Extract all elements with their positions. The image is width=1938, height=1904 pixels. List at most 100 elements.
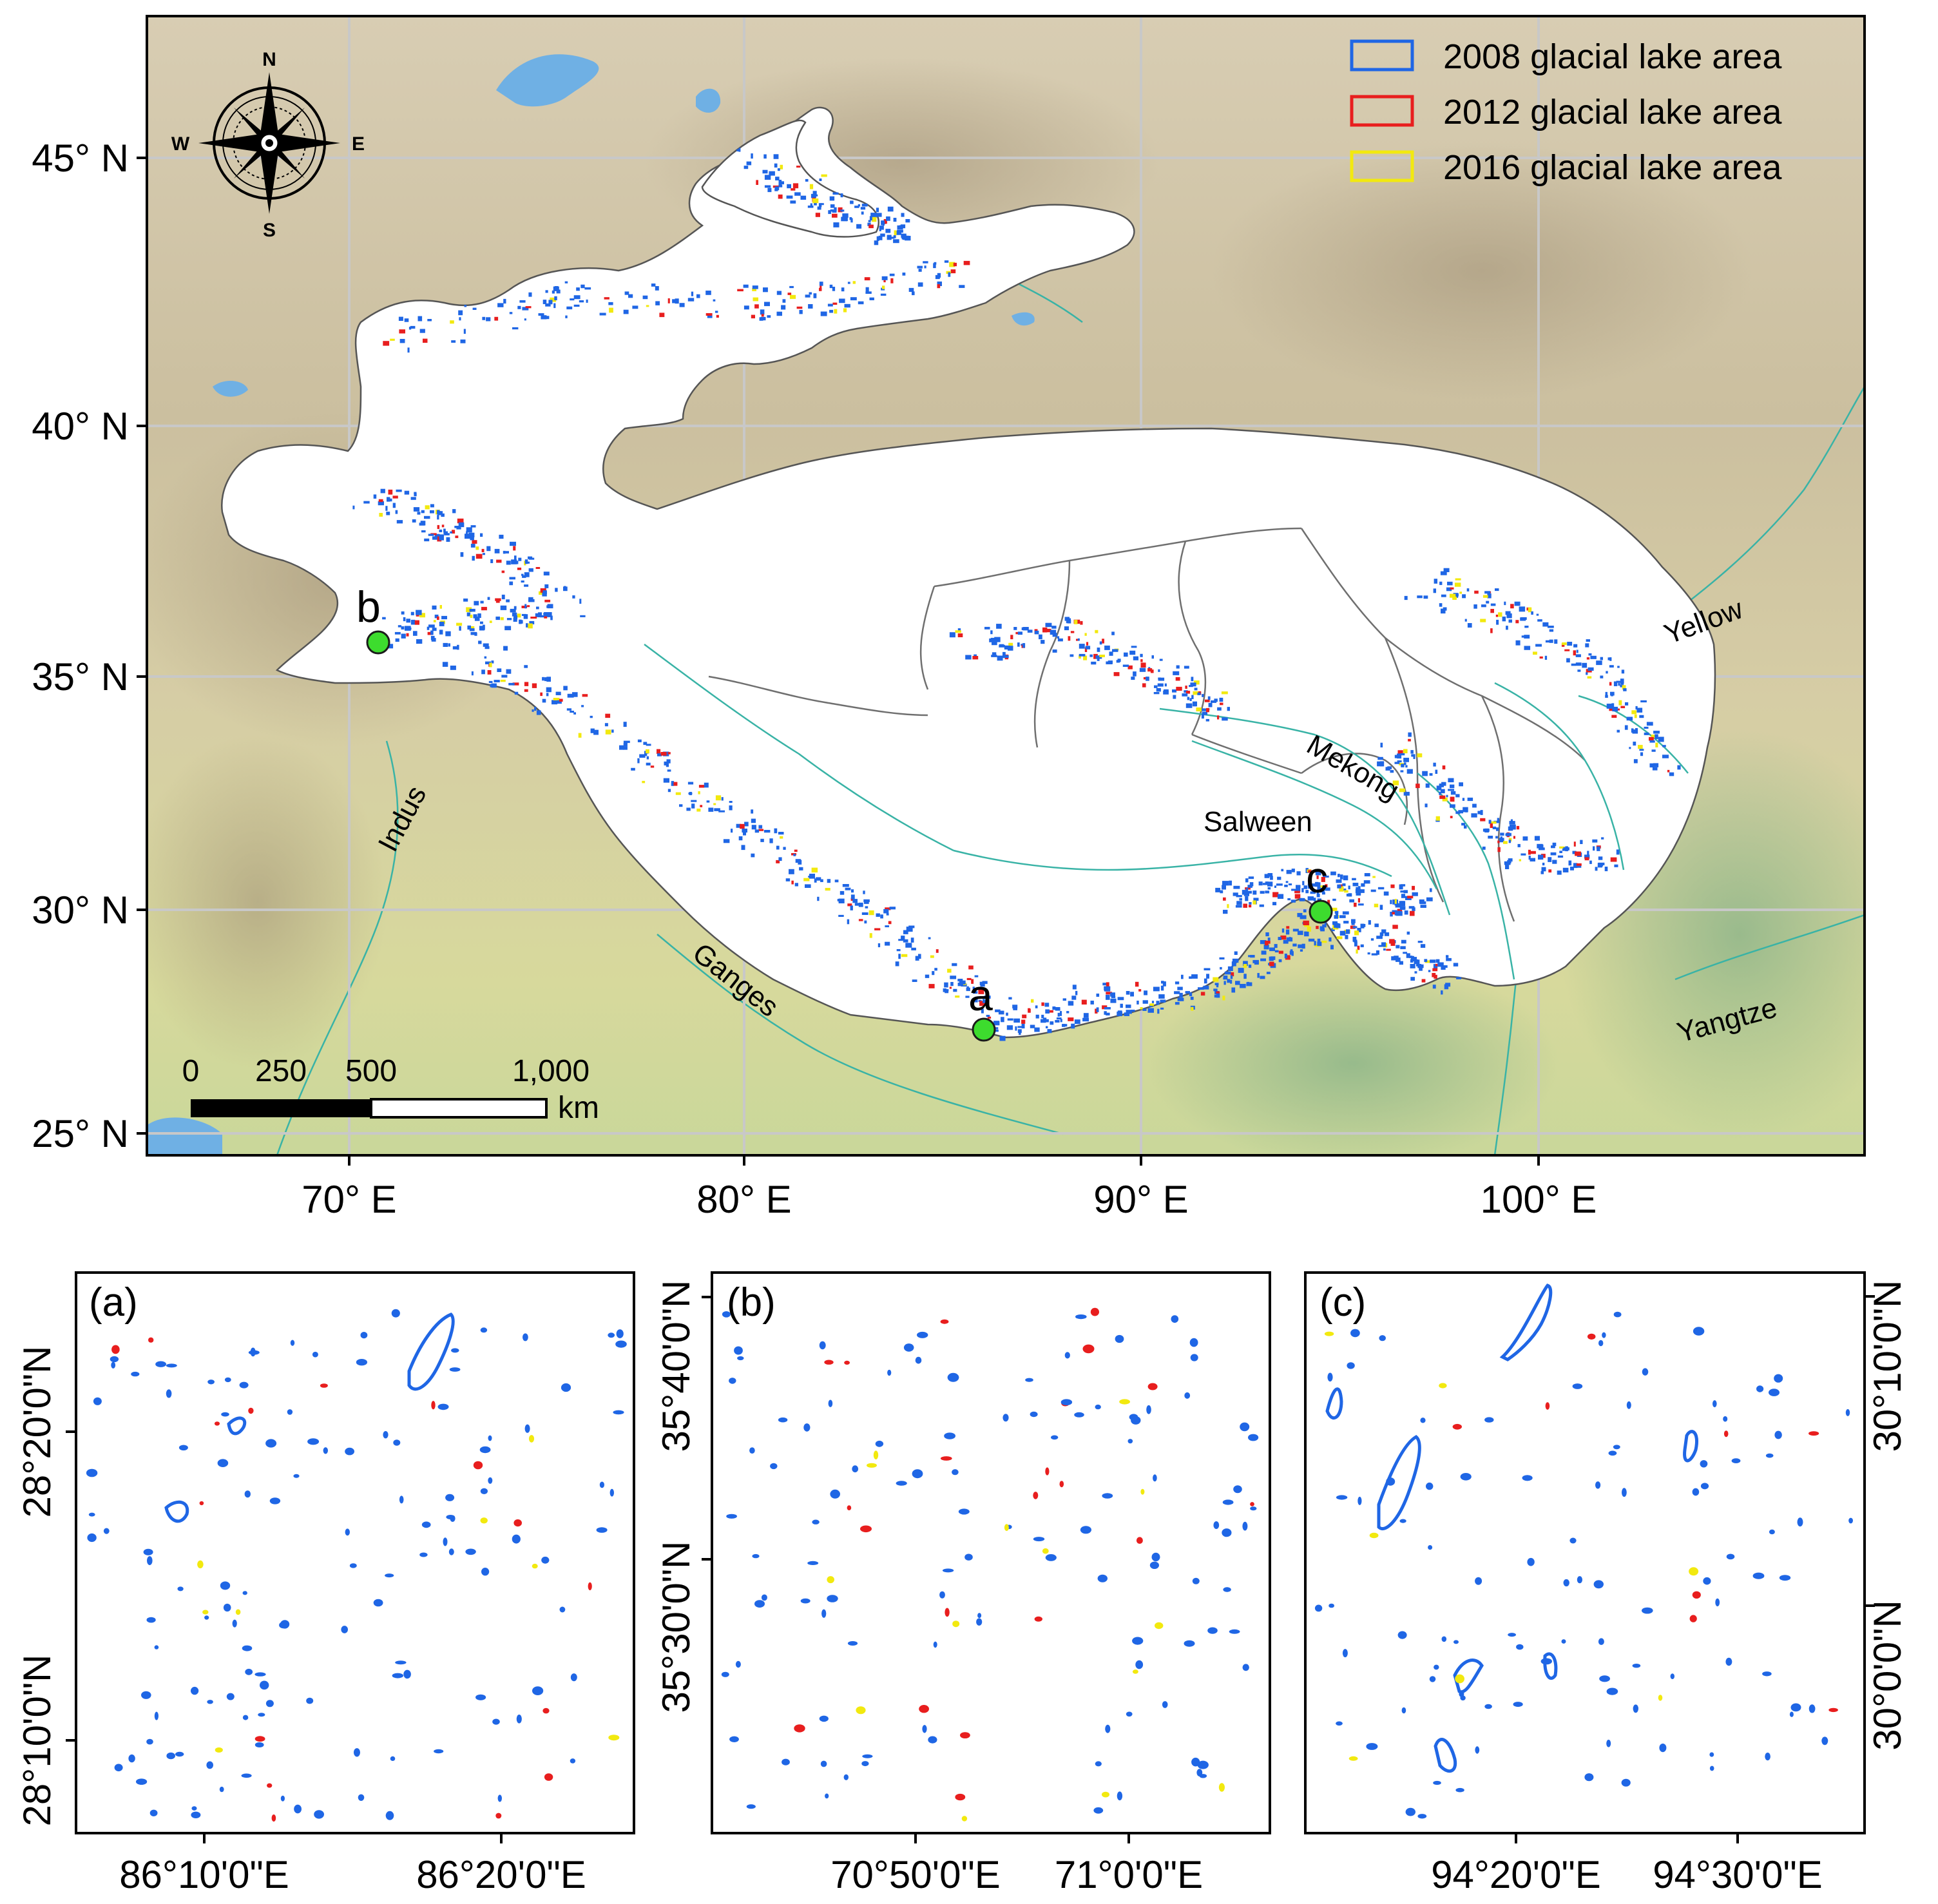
glacial-lake-dot: [530, 617, 537, 619]
glacial-lake-dot: [821, 174, 827, 177]
glacial-lake-dot: [1573, 863, 1578, 869]
inset-lake-dot: [358, 1794, 365, 1801]
glacial-lake-dot: [416, 639, 423, 644]
glacial-lake-dot: [1490, 609, 1494, 613]
glacial-lake-dot: [500, 605, 507, 610]
glacial-lake-dot: [1495, 614, 1498, 617]
glacial-lake-dot: [1662, 745, 1666, 747]
inset-lake-dot: [1626, 1401, 1631, 1409]
glacial-lake-dot: [1332, 921, 1338, 925]
glacial-lake-dot: [1013, 627, 1017, 630]
glacial-lake-dot: [1248, 965, 1252, 968]
glacial-lake-dot: [1473, 604, 1477, 609]
glacial-lake-dot: [910, 938, 914, 943]
glacial-lake-dot: [1508, 619, 1512, 623]
inset-lake-dot: [114, 1764, 123, 1772]
glacial-lake-dot: [882, 285, 885, 289]
glacial-lake-dot: [1505, 611, 1511, 615]
glacial-lake-dot: [881, 276, 888, 280]
glacial-lake-dot: [491, 683, 497, 688]
glacial-lake-dot: [1272, 892, 1279, 898]
compass-needle-s: [260, 143, 278, 214]
glacial-lake-dot: [780, 164, 783, 169]
glacial-lake-dot: [1509, 821, 1515, 825]
relief-patch: [1211, 142, 1752, 399]
glacial-lake-dot: [1554, 639, 1558, 644]
glacial-lake-dot: [1618, 682, 1620, 686]
glacial-lake-dot: [536, 606, 539, 610]
glacial-lake-dot: [1242, 890, 1249, 895]
glacial-lake-dot: [506, 599, 510, 602]
glacial-lake-dot: [1304, 931, 1309, 937]
glacial-lake-dot: [1376, 950, 1379, 955]
glacial-lake-dot: [663, 778, 669, 783]
glacial-lake-dot: [1406, 931, 1410, 935]
glacial-lake-dot: [517, 567, 522, 570]
glacial-lake-dot: [1412, 957, 1417, 962]
glacial-lake-dot: [1651, 749, 1656, 752]
inset-lake-dot: [1033, 1492, 1039, 1499]
glacial-lake-dot: [987, 1016, 992, 1019]
inset-lake-dot: [1060, 1399, 1073, 1405]
glacial-lake-dot: [1339, 915, 1346, 918]
glacial-lake-dot: [1349, 899, 1354, 903]
glacial-lake-dot: [1471, 813, 1477, 818]
glacial-lake-dot: [756, 180, 758, 185]
glacial-lake-dot: [542, 590, 547, 594]
glacial-lake-dot: [868, 224, 874, 229]
glacial-lake-dot: [852, 281, 856, 284]
glacial-lake-dot: [414, 620, 419, 625]
glacial-lake-dot: [1507, 860, 1511, 863]
glacial-lake-dot: [1506, 613, 1512, 619]
glacial-lake-dot: [1266, 972, 1271, 974]
inset-lake-dot: [254, 1672, 266, 1677]
glacial-lake-dot: [863, 899, 870, 903]
glacial-lake-dot: [1381, 942, 1386, 947]
glacial-lake-dot: [1143, 677, 1147, 680]
glacial-lake-dot: [417, 316, 423, 322]
inset-lake-dot: [403, 1669, 411, 1679]
glacial-lake-dot: [705, 291, 711, 295]
glacial-lake-dot: [1200, 992, 1205, 996]
glacial-lake-dot: [1316, 925, 1319, 929]
glacial-lake-dot: [1534, 836, 1540, 841]
glacial-lake-dot: [1649, 763, 1655, 768]
glacial-lake-dot: [858, 919, 863, 921]
glacial-lake-dot: [1180, 986, 1182, 990]
glacial-lake-dot: [1580, 840, 1583, 844]
glacial-lake-dot: [918, 269, 922, 272]
glacial-lake-dot: [713, 299, 716, 302]
glacial-lake-dot: [399, 339, 405, 343]
glacial-lake-dot: [1184, 690, 1188, 693]
glacial-lake-dot: [1292, 928, 1299, 932]
legend-swatch-2008: [1350, 39, 1414, 72]
glacial-lake-dot: [495, 616, 500, 620]
inset-lake-dot: [939, 1591, 945, 1599]
glacial-lake-dot: [1401, 764, 1405, 767]
inset-lake-dot: [480, 1517, 488, 1524]
glacial-lake-dot: [1192, 701, 1197, 707]
glacial-lake-dot: [950, 269, 956, 274]
inset-c-background: [1305, 1273, 1865, 1833]
glacial-lake-dot: [972, 986, 975, 990]
inset-lake-dot: [267, 1783, 273, 1788]
glacial-lake-dot: [1559, 851, 1562, 853]
inset-lake-dot: [265, 1700, 274, 1707]
glacial-lake-dot: [998, 1010, 1004, 1015]
scale-bar-white: [370, 1098, 548, 1119]
glacial-lake-dot: [1110, 992, 1115, 997]
glacial-lake-dot: [1031, 999, 1034, 1003]
glacial-lake-dot: [1185, 991, 1190, 994]
inset-lake-dot: [1149, 1561, 1159, 1569]
glacial-lake-dot: [1190, 682, 1196, 687]
glacial-lake-dot: [1639, 715, 1644, 718]
inset-lake-dot: [843, 1774, 849, 1780]
glacial-lake-dot: [1649, 736, 1654, 741]
inset-lake-dot: [497, 1794, 502, 1802]
glacial-lake-dot: [974, 975, 979, 977]
inset-lake-dot: [1632, 1664, 1641, 1668]
glacial-lake-dot: [1541, 854, 1546, 858]
inset-lake-dot: [867, 1463, 877, 1468]
water-body: [1012, 312, 1035, 326]
glacial-lake-dot: [491, 660, 494, 664]
